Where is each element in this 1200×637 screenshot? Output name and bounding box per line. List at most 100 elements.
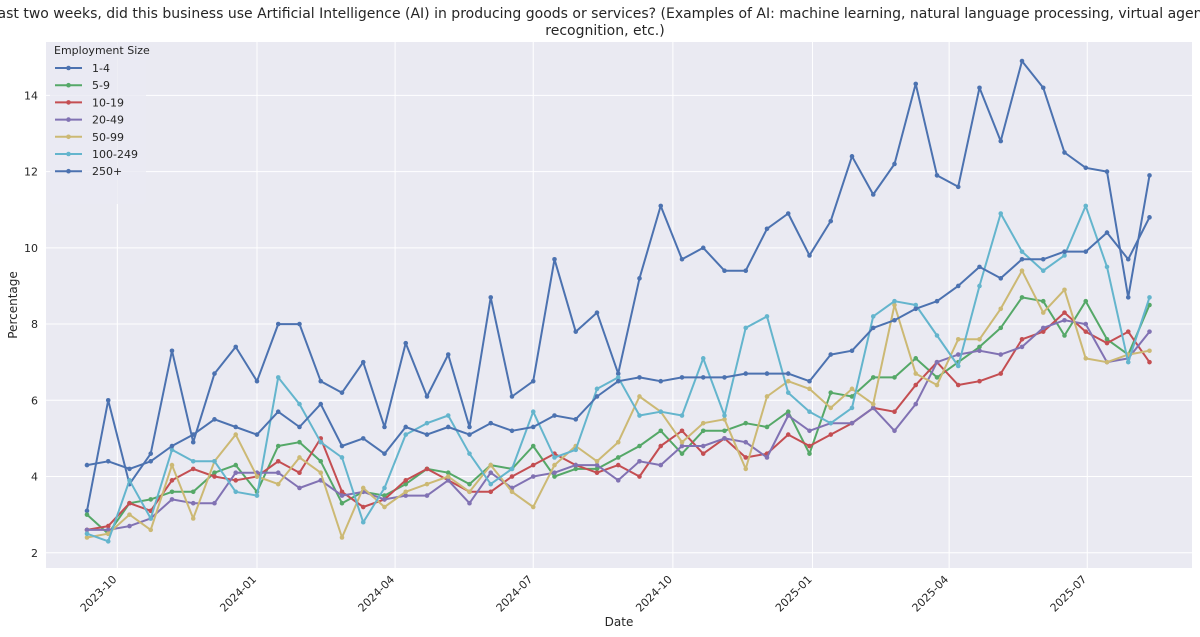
data-point: [700, 375, 706, 380]
data-point: [1019, 249, 1025, 254]
data-point: [339, 489, 345, 495]
data-point: [212, 470, 217, 476]
data-point: [637, 443, 642, 449]
data-point: [998, 276, 1004, 281]
data-point: [1125, 295, 1131, 300]
data-point: [1125, 359, 1131, 365]
data-point: [169, 447, 175, 453]
data-point: [849, 386, 855, 392]
data-point: [1125, 329, 1131, 334]
data-point: [530, 443, 536, 449]
data-point: [870, 401, 876, 407]
data-point: [339, 535, 345, 540]
data-point: [807, 378, 812, 384]
data-point: [1147, 348, 1152, 354]
data-point: [1104, 264, 1110, 270]
x-tick-label: 2025-04: [910, 573, 952, 615]
data-point: [1083, 298, 1089, 304]
grid-lines: [46, 42, 1192, 568]
data-point: [212, 500, 217, 506]
data-point: [955, 382, 961, 388]
data-point: [467, 481, 472, 487]
data-point: [785, 390, 791, 395]
legend-entry: 20-49: [55, 114, 124, 127]
data-point: [913, 371, 919, 376]
data-point: [658, 428, 664, 434]
data-point: [318, 378, 324, 384]
data-point: [127, 523, 132, 529]
series-50-99: [84, 268, 1152, 540]
data-point: [467, 451, 472, 456]
legend-label: 250+: [92, 165, 122, 178]
data-point: [934, 382, 940, 388]
data-point: [764, 226, 770, 232]
data-point: [552, 474, 557, 479]
data-point: [658, 462, 664, 468]
data-point: [318, 470, 324, 476]
data-point: [743, 455, 749, 460]
data-point: [849, 405, 855, 411]
data-point: [1040, 329, 1046, 334]
data-point: [445, 424, 451, 430]
data-point: [360, 359, 366, 365]
data-point: [700, 451, 706, 456]
data-point: [955, 184, 961, 190]
data-point: [955, 283, 961, 289]
legend-label: 5-9: [92, 79, 110, 92]
data-point: [467, 432, 472, 437]
legend-marker: [66, 151, 71, 157]
data-point: [870, 314, 876, 319]
data-point: [594, 310, 600, 315]
data-point: [913, 81, 919, 87]
data-point: [1019, 344, 1025, 350]
data-point: [1083, 321, 1089, 327]
data-point: [105, 527, 111, 533]
chart-title-line-2: recognition, etc.): [545, 23, 664, 39]
data-point: [105, 458, 111, 464]
data-point: [615, 371, 621, 376]
data-point: [658, 203, 664, 209]
data-point: [169, 478, 175, 483]
data-point: [382, 424, 387, 430]
legend-label: 20-49: [92, 114, 124, 127]
data-point: [722, 268, 727, 273]
y-tick-label: 12: [24, 166, 38, 179]
data-point: [1062, 317, 1067, 323]
legend-label: 10-19: [92, 96, 124, 109]
y-tick-label: 6: [31, 394, 38, 407]
data-point: [1104, 169, 1110, 174]
data-point: [1040, 256, 1046, 262]
data-point: [700, 428, 706, 434]
chart-title-line-1: In the last two weeks, did this business…: [0, 6, 1200, 22]
data-point: [552, 256, 557, 262]
data-point: [127, 512, 132, 517]
data-point: [743, 420, 749, 426]
data-point: [679, 428, 685, 434]
data-point: [360, 519, 366, 525]
data-point: [509, 489, 515, 495]
data-point: [807, 386, 812, 392]
data-point: [403, 424, 409, 430]
data-point: [445, 352, 451, 357]
data-point: [637, 413, 642, 418]
data-point: [445, 474, 451, 479]
data-point: [424, 432, 430, 437]
y-tick-label: 14: [24, 89, 38, 102]
data-point: [870, 325, 876, 331]
data-point: [424, 420, 430, 426]
data-point: [190, 489, 196, 495]
data-point: [764, 455, 770, 460]
legend-marker: [66, 82, 71, 88]
data-point: [403, 481, 409, 487]
data-point: [913, 302, 919, 308]
y-tick-label: 8: [31, 318, 38, 331]
data-point: [509, 466, 515, 472]
data-point: [509, 428, 515, 434]
data-point: [509, 394, 515, 399]
data-point: [212, 474, 217, 479]
data-point: [913, 356, 919, 361]
data-point: [955, 352, 961, 357]
legend-entry: 250+: [55, 165, 122, 178]
data-point: [148, 527, 154, 533]
